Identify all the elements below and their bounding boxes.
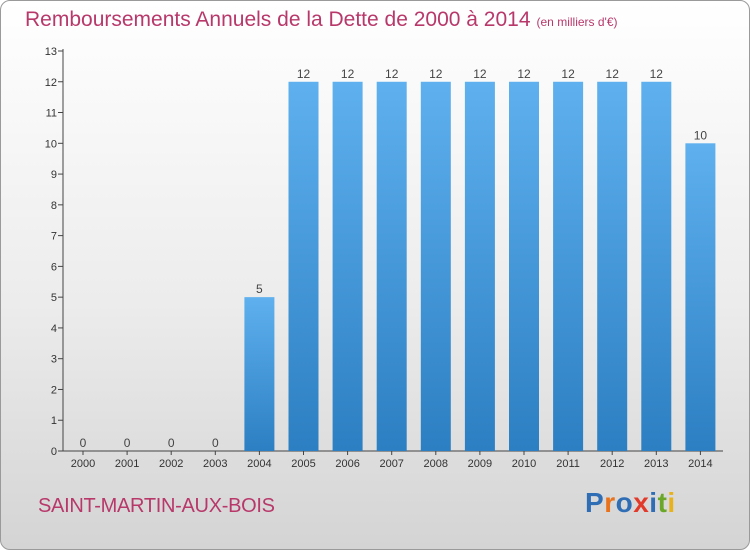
x-tick-label: 2005 <box>291 458 315 470</box>
y-tick-label: 3 <box>51 354 57 366</box>
data-label: 12 <box>341 67 355 81</box>
bars-group <box>244 81 716 452</box>
data-labels-group: 0 0 0 0 5 12 12 12 12 12 12 12 12 12 10 <box>80 67 708 450</box>
logo-letter: o <box>615 487 634 518</box>
data-label: 0 <box>212 436 219 450</box>
bar <box>376 81 407 452</box>
logo-letter: t <box>657 487 668 518</box>
bar <box>553 81 584 452</box>
proxiti-logo: Proxiti <box>585 487 676 519</box>
x-axis: 2000 2001 2002 2003 2004 2005 2006 2007 2008 2009… <box>63 450 723 470</box>
data-label: 12 <box>606 67 620 81</box>
x-tick-label: 2002 <box>159 458 183 470</box>
y-tick-label: 10 <box>45 138 57 150</box>
x-tick-label: 2013 <box>644 458 668 470</box>
bar <box>332 81 363 452</box>
logo-letter: x <box>633 487 650 518</box>
chart-title: Remboursements Annuels de la Dette de 20… <box>25 8 618 32</box>
y-tick-label: 7 <box>51 231 57 243</box>
y-tick-label: 0 <box>51 446 57 458</box>
bar <box>464 81 495 452</box>
x-tick-label: 2006 <box>335 458 359 470</box>
chart-title-text: Remboursements Annuels de la Dette de 20… <box>25 8 531 31</box>
bar <box>641 81 672 452</box>
x-tick-label: 2003 <box>203 458 227 470</box>
x-tick-label: 2001 <box>115 458 139 470</box>
bar <box>420 81 451 452</box>
x-tick-label: 2008 <box>424 458 448 470</box>
x-tick-label: 2009 <box>468 458 492 470</box>
bar <box>244 297 275 451</box>
x-tick-label: 2010 <box>512 458 536 470</box>
x-tick-label: 2004 <box>247 458 271 470</box>
y-tick-label: 11 <box>46 108 57 120</box>
x-tick-label: 2012 <box>600 458 624 470</box>
data-label: 0 <box>124 436 131 450</box>
y-tick-label: 13 <box>45 46 57 58</box>
data-label: 5 <box>256 282 263 296</box>
data-label: 12 <box>297 67 311 81</box>
y-tick-label: 2 <box>51 384 57 396</box>
y-tick-label: 9 <box>51 169 57 181</box>
x-tick-label: 2011 <box>556 458 580 470</box>
city-name: SAINT-MARTIN-AUX-BOIS <box>38 495 275 517</box>
y-tick-label: 1 <box>51 415 57 427</box>
x-tick-label: 2000 <box>71 458 95 470</box>
data-label: 12 <box>429 67 443 81</box>
data-label: 10 <box>694 128 708 142</box>
data-label: 0 <box>168 436 175 450</box>
chart-unit-label: (en milliers d'€) <box>536 15 618 29</box>
logo-letter: r <box>604 487 616 518</box>
data-label: 12 <box>517 67 531 81</box>
y-tick-label: 12 <box>45 77 57 89</box>
data-label: 12 <box>561 67 575 81</box>
data-label: 12 <box>473 67 487 81</box>
logo-letter: i <box>649 487 658 518</box>
logo-letter: P <box>585 487 605 518</box>
x-tick-label: 2007 <box>379 458 403 470</box>
bar <box>509 81 539 452</box>
y-tick-label: 8 <box>51 200 57 212</box>
y-tick-label: 5 <box>51 292 57 304</box>
data-label: 12 <box>650 67 664 81</box>
bar <box>685 143 716 452</box>
bar <box>597 81 628 452</box>
bar <box>288 81 319 452</box>
y-tick-label: 6 <box>51 261 57 273</box>
logo-letter: i <box>667 487 676 518</box>
y-tick-label: 4 <box>51 323 57 335</box>
data-label: 12 <box>385 67 399 81</box>
data-label: 0 <box>80 436 87 450</box>
x-tick-label: 2014 <box>688 458 712 470</box>
